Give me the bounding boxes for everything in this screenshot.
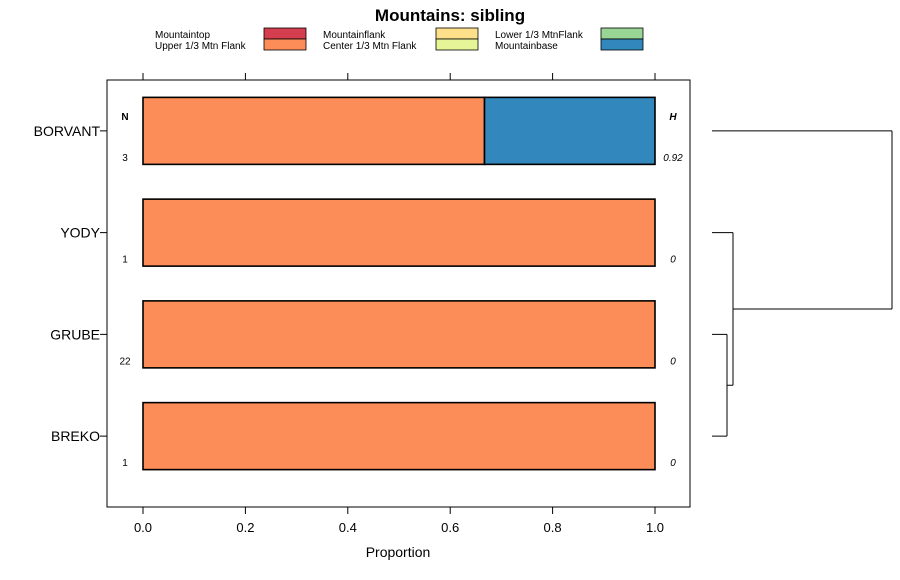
h-value: 0.92	[663, 153, 683, 164]
legend-swatch	[600, 38, 644, 51]
legend-label: Center 1/3 Mtn Flank	[323, 41, 417, 52]
x-tick-label: 0.0	[134, 520, 152, 535]
chart-title: Mountains: sibling	[375, 6, 525, 25]
h-value: 0	[670, 255, 676, 266]
axes: 0.0 0.2 0.4 0.6 0.8 1.0 BORVANT YODY GRUBE BREKO	[34, 73, 664, 535]
x-axis-label: Proportion	[366, 544, 431, 560]
n-value: 3	[122, 153, 128, 164]
bar-segment	[142, 300, 656, 369]
y-tick-label: BORVANT	[34, 123, 101, 139]
n-header: N	[121, 112, 128, 123]
legend-swatch	[435, 27, 479, 40]
n-value: 1	[122, 255, 128, 266]
legend-swatch	[600, 27, 644, 40]
n-value: 22	[119, 356, 131, 367]
legend-label: Mountainbase	[495, 41, 558, 52]
h-value: 0	[670, 458, 676, 469]
plot-frame	[106, 79, 691, 508]
bar-segment	[142, 198, 656, 267]
legend-swatch	[263, 27, 307, 40]
y-tick-label: YODY	[60, 225, 100, 241]
dendrogram	[712, 130, 893, 437]
y-tick-label: GRUBE	[50, 326, 100, 342]
legend-label: Mountaintop	[155, 30, 210, 41]
bar-segment	[142, 96, 486, 166]
h-header: H	[669, 112, 677, 123]
x-tick-label: 0.4	[339, 520, 357, 535]
legend-label: Upper 1/3 Mtn Flank	[155, 41, 247, 52]
annotations: N H 3 0.92 1 0 22 0 1 0	[119, 112, 683, 469]
h-value: 0	[670, 356, 676, 367]
legend-label: Mountainflank	[323, 30, 386, 41]
x-tick-label: 0.6	[441, 520, 459, 535]
x-tick-label: 0.2	[236, 520, 254, 535]
legend-swatch	[435, 38, 479, 51]
bars	[142, 96, 656, 471]
legend-label: Lower 1/3 MtnFlank	[495, 30, 584, 41]
y-tick-label: BREKO	[51, 428, 100, 444]
bar-segment	[483, 96, 656, 166]
x-tick-label: 0.8	[544, 520, 562, 535]
bar-segment	[142, 401, 656, 471]
n-value: 1	[122, 458, 128, 469]
legend-swatch	[263, 38, 307, 51]
x-tick-label: 1.0	[646, 520, 664, 535]
